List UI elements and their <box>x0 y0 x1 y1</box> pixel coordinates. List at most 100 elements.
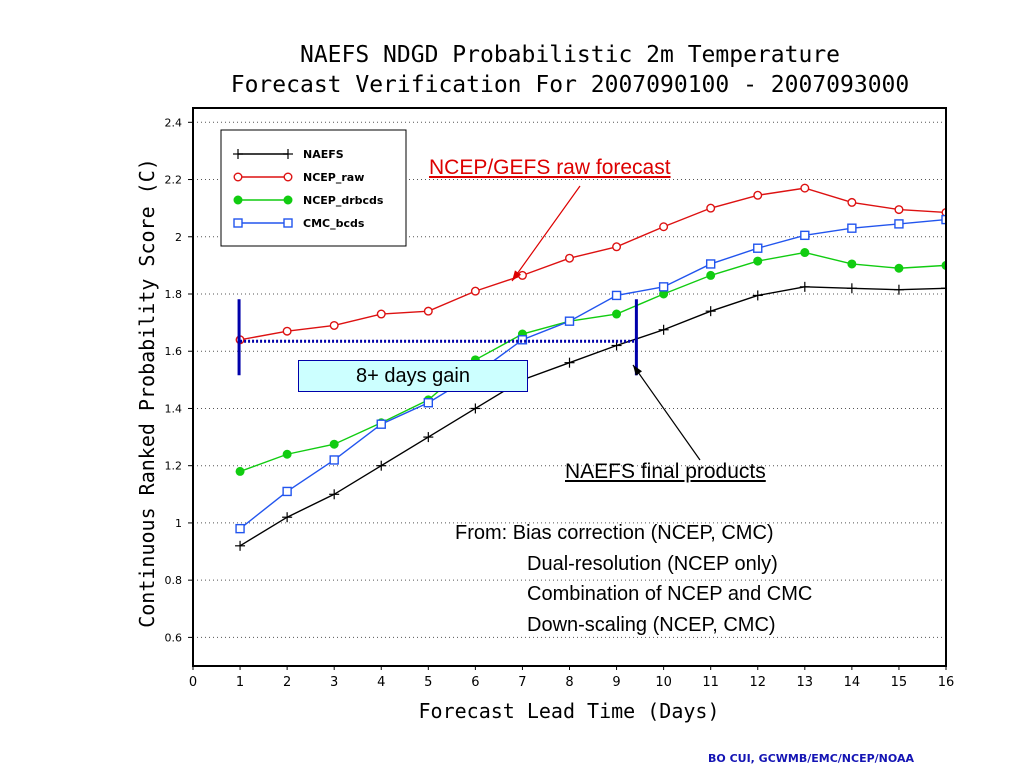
x-axis-label: Forecast Lead Time (Days) <box>418 699 719 723</box>
data-point-ncep_raw <box>565 253 575 263</box>
data-point-ncep_drbcds <box>235 466 245 476</box>
data-point-naefs <box>752 290 763 301</box>
x-tick-label: 1 <box>236 675 244 690</box>
data-point-naefs <box>376 460 387 471</box>
data-point-cmc_bcds <box>847 223 857 233</box>
data-point-cmc_bcds <box>658 282 669 292</box>
data-point-ncep_drbcds <box>282 449 292 459</box>
raw-forecast-arrow-shaft <box>511 185 581 282</box>
chart-title-line-1: NAEFS NDGD Probabilistic 2m Temperature <box>299 42 841 68</box>
data-point-cmc_bcds <box>376 419 386 429</box>
data-point-cmc_bcds <box>329 455 339 465</box>
final-products-arrow <box>632 364 701 461</box>
data-point-ncep_raw <box>612 242 622 252</box>
data-point-naefs <box>329 489 340 500</box>
x-tick-label: 10 <box>655 675 672 690</box>
x-tick-label: 3 <box>330 675 338 690</box>
data-point-naefs <box>564 357 575 368</box>
data-point-ncep_raw <box>423 306 433 316</box>
from-line-2: Dual-resolution (NCEP only) <box>527 553 778 575</box>
legend-label-naefs: NAEFS <box>303 148 344 161</box>
final-products-arrow-shaft <box>632 364 701 461</box>
chart-title-line-2: Forecast Verification For 2007090100 - 2… <box>230 72 910 98</box>
data-point-ncep_raw <box>894 205 904 215</box>
data-point-naefs <box>423 432 434 443</box>
x-tick-label: 9 <box>612 675 620 690</box>
series-line-ncep_raw <box>239 187 946 341</box>
data-point-ncep_drbcds <box>612 309 622 319</box>
x-tick-label: 12 <box>749 675 766 690</box>
data-point-naefs <box>893 284 904 295</box>
data-point-cmc_bcds <box>753 243 763 253</box>
data-point-cmc_bcds <box>941 214 946 225</box>
ticks: 0.60.811.21.41.61.822.22.40 1 2 3 4 5 6 7 8 9 10 11… <box>165 116 955 690</box>
x-tick-label: 11 <box>702 675 719 690</box>
legend-marker-ncep_raw <box>283 172 293 182</box>
data-point-ncep_raw <box>659 222 669 232</box>
days-gain-box: 8+ days gain <box>298 360 528 392</box>
data-point-cmc_bcds <box>423 398 434 408</box>
data-point-naefs <box>235 540 246 551</box>
from-line-3: Combination of NCEP and CMC <box>527 583 813 605</box>
series-line-cmc_bcds <box>239 218 946 530</box>
data-point-ncep_drbcds <box>800 248 810 258</box>
grid <box>193 121 946 638</box>
data-point-ncep_raw <box>282 326 292 336</box>
x-tick-label: 7 <box>518 675 526 690</box>
final-products-arrow-head <box>633 365 643 376</box>
x-tick-label: 2 <box>283 675 291 690</box>
y-tick-label: 0.8 <box>165 574 183 587</box>
data-point-naefs <box>282 512 293 523</box>
data-point-ncep_drbcds <box>847 259 857 269</box>
data-point-ncep_raw <box>470 286 480 296</box>
legend-label-ncep_raw: NCEP_raw <box>303 171 364 184</box>
x-tick-label: 4 <box>377 675 385 690</box>
data-point-ncep_raw <box>376 309 386 319</box>
data-point-naefs <box>799 281 810 292</box>
y-tick-label: 2.2 <box>165 174 183 187</box>
legend-label-cmc_bcds: CMC_bcds <box>303 217 365 230</box>
legend-marker-naefs <box>283 149 293 159</box>
y-tick-label: 1.6 <box>165 345 183 358</box>
x-tick-label: 13 <box>797 675 814 690</box>
data-point-cmc_bcds <box>564 316 575 326</box>
series-line-naefs <box>239 286 946 547</box>
data-point-cmc_bcds <box>800 230 810 241</box>
legend-marker-naefs <box>233 149 243 159</box>
data-point-ncep_raw <box>847 197 857 207</box>
from-line-1: From: Bias correction (NCEP, CMC) <box>455 522 774 544</box>
x-tick-label: 14 <box>844 675 861 690</box>
data-point-cmc_bcds <box>611 290 622 301</box>
x-tick-label: 5 <box>424 675 432 690</box>
y-tick-label: 1.2 <box>165 460 183 473</box>
y-tick-label: 1.8 <box>165 288 183 301</box>
legend-marker-cmc_bcds <box>233 218 243 228</box>
data-point-cmc_bcds <box>282 486 292 497</box>
data-point-ncep_raw <box>706 203 716 213</box>
data-point-ncep_drbcds <box>329 439 339 449</box>
legend-marker-ncep_drbcds <box>283 195 293 205</box>
x-tick-label: 16 <box>938 675 955 690</box>
legend-marker-ncep_raw <box>233 172 243 182</box>
y-tick-label: 1.4 <box>165 402 183 415</box>
legend-label-ncep_drbcds: NCEP_drbcds <box>303 194 384 207</box>
data-point-ncep_raw <box>329 320 339 330</box>
data-point-naefs <box>941 283 946 294</box>
y-axis-label: Continuous Ranked Probability Score (C) <box>135 158 159 628</box>
y-tick-label: 2 <box>175 231 182 244</box>
data-point-naefs <box>658 324 669 335</box>
x-tick-label: 15 <box>891 675 908 690</box>
data-point-ncep_drbcds <box>753 256 763 266</box>
legend-box <box>220 129 407 247</box>
data-point-ncep_raw <box>753 190 763 200</box>
x-tick-label: 0 <box>189 675 197 690</box>
annotation-overlay <box>237 185 701 461</box>
y-tick-label: 2.4 <box>165 116 183 129</box>
raw-forecast-arrow <box>511 185 581 282</box>
data-point-naefs <box>846 283 857 294</box>
data-point-ncep_raw <box>800 183 810 193</box>
series-layer <box>235 183 946 551</box>
data-point-cmc_bcds <box>894 219 904 229</box>
final-products-annotation: NAEFS final products <box>565 460 766 483</box>
y-tick-label: 0.6 <box>165 631 183 644</box>
